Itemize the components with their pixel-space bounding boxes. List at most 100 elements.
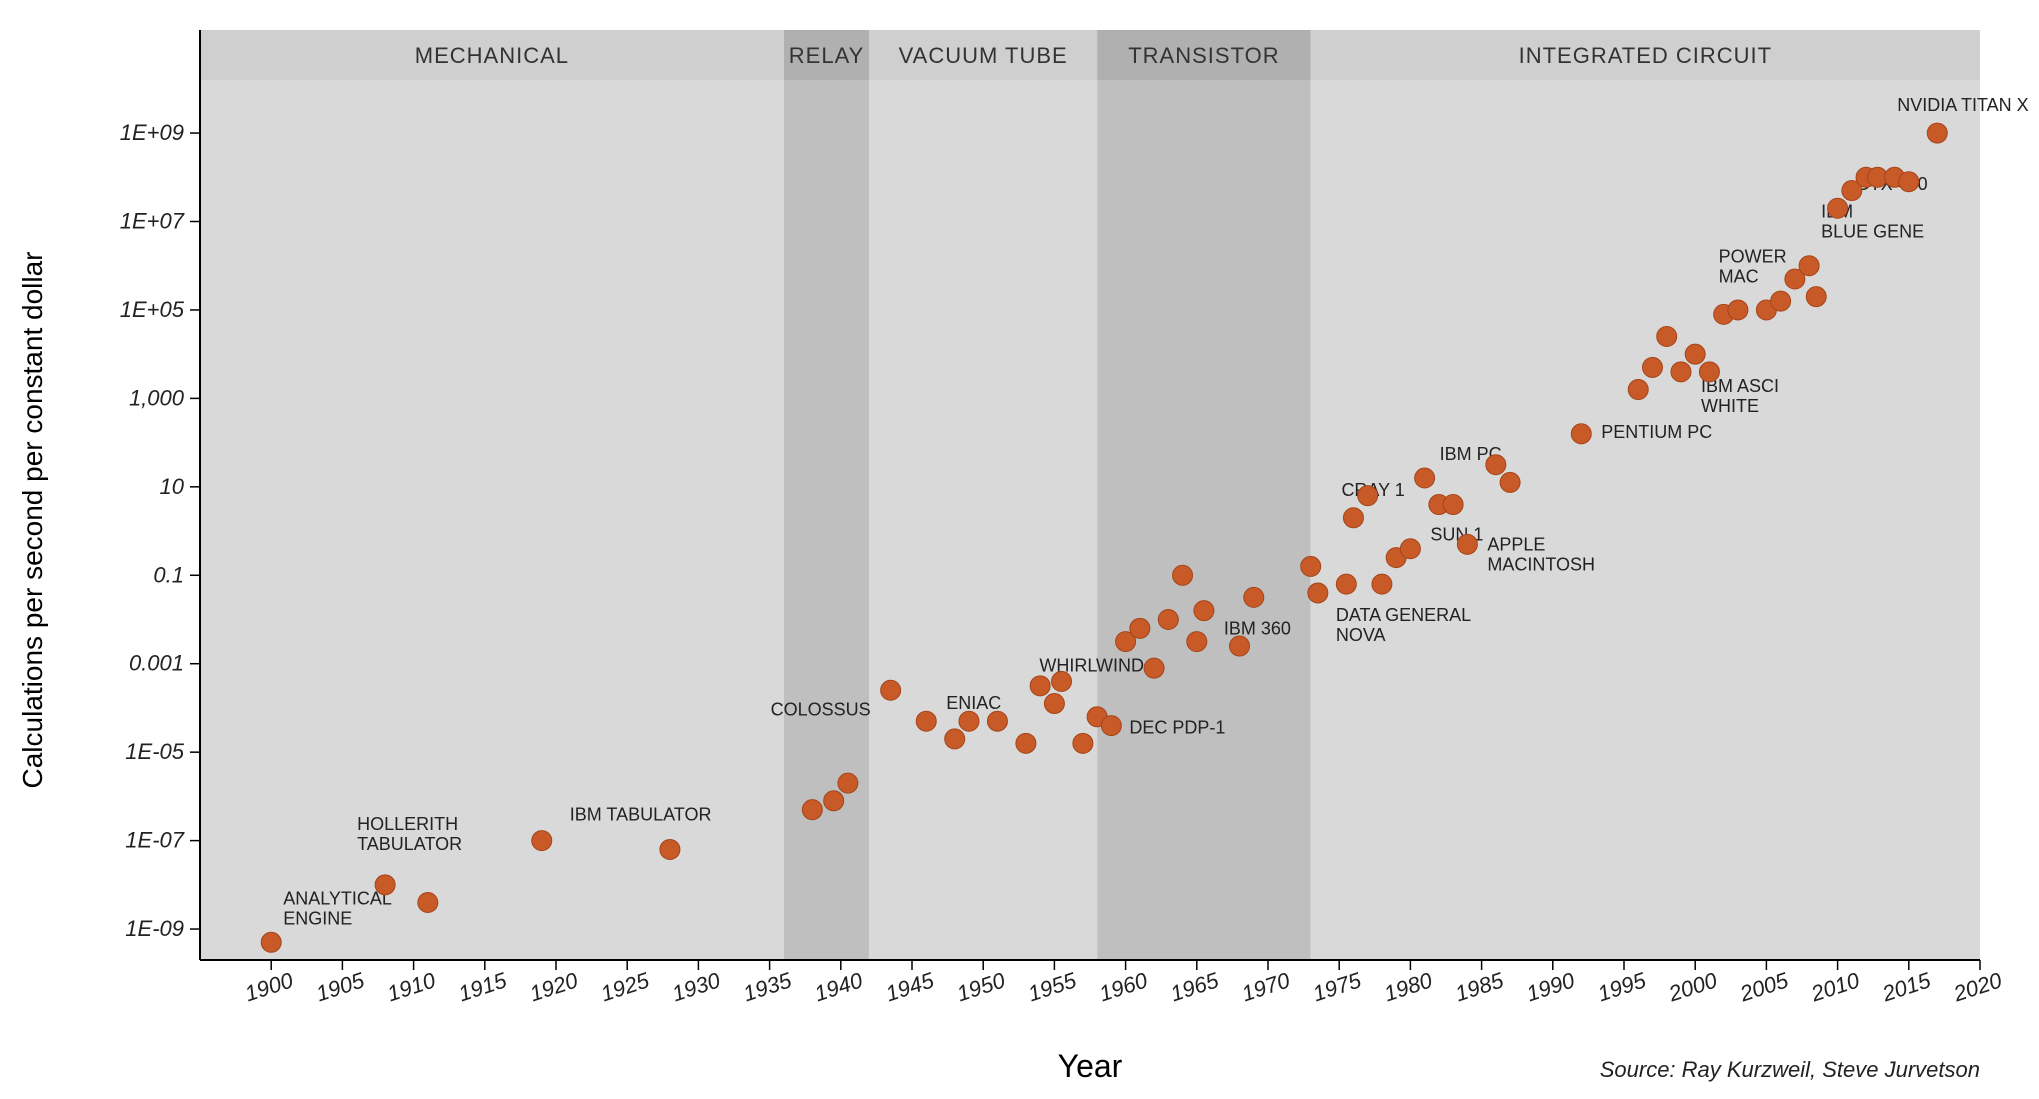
point-label: IBM TABULATOR	[570, 805, 712, 825]
x-tick-label: 1915	[455, 967, 510, 1006]
x-tick-label: 1995	[1595, 967, 1650, 1006]
data-point	[838, 773, 858, 793]
y-tick-label: 1E+09	[120, 120, 184, 145]
era-band	[1097, 80, 1311, 960]
data-point	[1336, 574, 1356, 594]
era-band	[869, 80, 1097, 960]
x-tick-label: 1985	[1452, 967, 1507, 1006]
era-label: RELAY	[789, 43, 865, 68]
data-point	[1173, 565, 1193, 585]
x-tick-label: 1980	[1381, 967, 1436, 1006]
x-tick-label: 1945	[883, 967, 938, 1006]
era-label: MECHANICAL	[415, 43, 569, 68]
x-tick-label: 1955	[1025, 967, 1080, 1006]
data-point	[1343, 508, 1363, 528]
y-tick-label: 0.001	[129, 651, 184, 676]
y-axis-label: Calculations per second per constant dol…	[17, 252, 48, 789]
data-point	[1806, 287, 1826, 307]
x-tick-label: 1935	[740, 967, 795, 1006]
point-label: DEC PDP-1	[1129, 718, 1225, 738]
data-point	[261, 932, 281, 952]
data-point	[959, 711, 979, 731]
x-tick-label: 1965	[1167, 967, 1222, 1006]
x-tick-label: 2020	[1950, 967, 2006, 1006]
x-tick-label: 2015	[1878, 967, 1934, 1006]
x-tick-label: 2000	[1665, 967, 1721, 1006]
data-point	[1899, 172, 1919, 192]
data-point	[1244, 587, 1264, 607]
era-label: VACUUM TUBE	[899, 43, 1068, 68]
data-point	[1500, 472, 1520, 492]
point-label: HOLLERITHTABULATOR	[357, 814, 462, 854]
point-label: NVIDIA TITAN X	[1897, 95, 2028, 115]
data-point	[1771, 291, 1791, 311]
data-point	[916, 711, 936, 731]
data-point	[532, 831, 552, 851]
x-tick-label: 2005	[1736, 967, 1792, 1006]
data-point	[1301, 556, 1321, 576]
data-point	[1828, 198, 1848, 218]
data-point	[1685, 344, 1705, 364]
cps-per-dollar-chart: MECHANICALRELAYVACUUM TUBETRANSISTORINTE…	[0, 0, 2039, 1099]
y-tick-label: 1E+05	[120, 297, 185, 322]
y-tick-label: 1E-07	[125, 828, 184, 853]
x-tick-label: 1905	[313, 967, 368, 1006]
era-band	[1311, 80, 1980, 960]
data-point	[945, 729, 965, 749]
x-tick-label: 1930	[669, 967, 724, 1006]
x-tick-label: 1950	[954, 967, 1009, 1006]
data-point	[987, 711, 1007, 731]
era-band	[784, 80, 869, 960]
data-point	[802, 800, 822, 820]
data-point	[1443, 495, 1463, 515]
data-point	[1799, 256, 1819, 276]
data-point	[1016, 733, 1036, 753]
x-tick-label: 1960	[1096, 967, 1151, 1006]
data-point	[1187, 632, 1207, 652]
data-point	[1101, 716, 1121, 736]
data-point	[824, 791, 844, 811]
data-point	[1030, 676, 1050, 696]
y-tick-label: 10	[160, 474, 185, 499]
data-point	[1052, 671, 1072, 691]
x-tick-label: 1990	[1523, 967, 1578, 1006]
data-point	[1358, 486, 1378, 506]
x-tick-label: 1920	[527, 967, 582, 1006]
x-tick-label: 1975	[1310, 967, 1365, 1006]
y-tick-label: 1,000	[129, 385, 185, 410]
data-point	[375, 875, 395, 895]
data-point	[1628, 380, 1648, 400]
source-credit: Source: Ray Kurzweil, Steve Jurvetson	[1600, 1057, 1980, 1082]
data-point	[1400, 539, 1420, 559]
point-label: COLOSSUS	[771, 699, 871, 719]
era-label: INTEGRATED CIRCUIT	[1519, 43, 1772, 68]
x-tick-label: 1910	[384, 967, 439, 1006]
x-tick-label: 1900	[242, 967, 297, 1006]
data-point	[1728, 300, 1748, 320]
data-point	[1230, 636, 1250, 656]
data-point	[1671, 362, 1691, 382]
point-label: IBM 360	[1224, 619, 1291, 639]
era-band	[200, 80, 784, 960]
y-tick-label: 0.1	[153, 562, 184, 587]
data-point	[1457, 534, 1477, 554]
data-point	[1130, 618, 1150, 638]
data-point	[1657, 326, 1677, 346]
data-point	[1194, 601, 1214, 621]
x-tick-label: 1940	[811, 967, 866, 1006]
data-point	[881, 680, 901, 700]
x-tick-label: 1970	[1239, 967, 1294, 1006]
data-point	[1073, 733, 1093, 753]
data-point	[1144, 658, 1164, 678]
x-axis-label: Year	[1058, 1048, 1123, 1084]
x-tick-label: 2010	[1807, 967, 1863, 1006]
data-point	[1415, 468, 1435, 488]
data-point	[1571, 424, 1591, 444]
data-point	[660, 839, 680, 859]
data-point	[1372, 574, 1392, 594]
data-point	[1486, 455, 1506, 475]
point-label: ENIAC	[946, 693, 1001, 713]
point-label: WHIRLWIND	[1039, 656, 1144, 676]
data-point	[1308, 583, 1328, 603]
data-point	[1642, 357, 1662, 377]
